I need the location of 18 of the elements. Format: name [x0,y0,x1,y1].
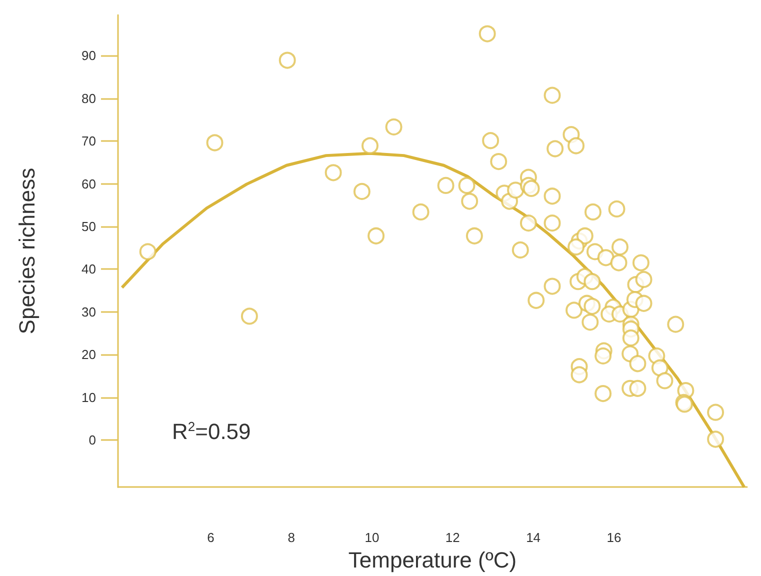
y-tick-label: 20 [82,347,96,362]
y-axis-title: Species richness [14,168,40,334]
y-tick-label: 0 [88,432,96,448]
x-tick-label: 16 [606,530,622,546]
y-tick-label: 50 [82,218,96,234]
y-tick-label: 30 [82,304,96,320]
x-tick-label: 8 [288,530,295,546]
x-tick-label: 10 [364,530,380,546]
x-tick-label: 6 [207,530,214,546]
y-tick-label: 40 [82,262,96,277]
y-tick-label: 90 [82,48,96,64]
y-tick-label: 60 [82,176,96,192]
y-tick-label: 80 [82,90,96,106]
x-tick-label: 14 [526,530,541,546]
x-axis-title: Temperature (ºC) [348,548,517,572]
y-tick-label: 70 [82,134,96,149]
y-tick-label: 10 [82,390,96,405]
x-tick-label: 12 [445,530,460,546]
